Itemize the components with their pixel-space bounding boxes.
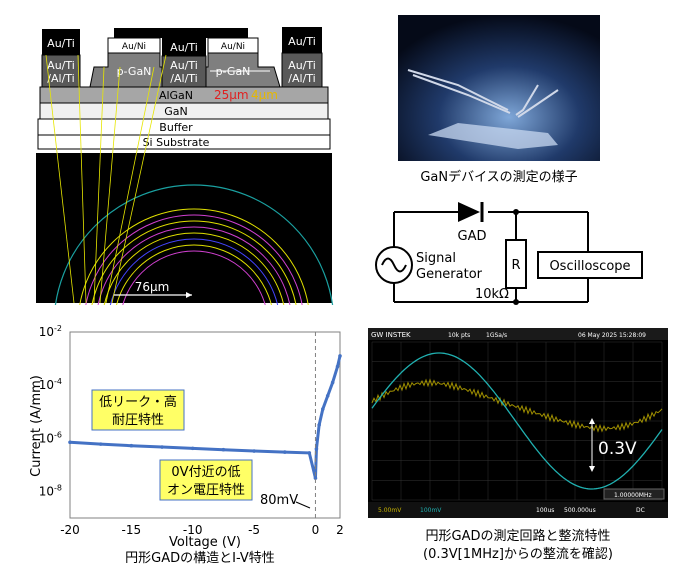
iv-data-point [307, 451, 312, 455]
scope-ch2: 100mV [420, 507, 442, 514]
label-contact-right-top: Au/Ti [288, 35, 316, 48]
scope-trace-ch1 [371, 378, 663, 433]
voltage-label: 0.3V [598, 439, 637, 459]
scope-date: 06 May 2025 15:28:09 [578, 332, 646, 339]
scope-ch1: 5.00mV [378, 507, 402, 514]
dim-25um: 25μm [214, 88, 249, 102]
low-on-text-2: オン電圧特性 [167, 483, 245, 498]
iv-chart: -20 -15 -10 -5 0 2 10-2 10-4 10-6 10-8 Voltage (V… [29, 324, 344, 550]
label-contact-right-1: Au/Ti [288, 59, 316, 72]
iv-caption: 円形GADの構造とI-V特性 [125, 551, 275, 566]
label-contact-left-2: /Al/Ti [47, 72, 74, 85]
contact-right-stack [281, 52, 323, 88]
mv-arrow [295, 501, 311, 509]
resistor-symbol [505, 239, 527, 289]
iv-data-point [68, 440, 72, 445]
dim-4um: 4μm [251, 88, 278, 102]
y-tick-label: 10-6 [39, 430, 62, 445]
iv-data-point [335, 364, 340, 369]
iv-data-point [330, 380, 335, 385]
iv-data-point [317, 423, 321, 427]
label-gate-cap-2: Au/Ni [221, 42, 245, 52]
label-center-3: /Al/Ti [170, 72, 197, 85]
iv-data-point [321, 407, 325, 411]
diode-label: GAD [458, 229, 487, 244]
scope-brand: GW INSTEK [371, 331, 411, 339]
y-tick-label: 10-8 [39, 483, 62, 498]
low-leak-text-2: 耐圧特性 [112, 413, 164, 428]
source-label-1: Signal [416, 251, 456, 266]
scope-caption-1: 円形GADの測定回路と整流特性 [425, 529, 611, 544]
label-contact-left-1: Au/Ti [47, 59, 75, 72]
x-tick-label: -10 [183, 523, 203, 537]
oscilloscope-screen: GW INSTEK 10k pts 1GSa/s 06 May 2025 15:… [368, 328, 668, 518]
contact-left-stack [41, 54, 81, 88]
radius-label: 76μm [135, 280, 170, 294]
scope-caption-2: (0.3V[1MHz]からの整流を確認) [423, 547, 613, 562]
iv-data-point [221, 447, 226, 452]
iv-data-point [160, 445, 164, 449]
label-center-2: Au/Ti [170, 59, 198, 72]
label-contact-left-top: Au/Ti [47, 37, 75, 50]
label-center-1: Au/Ti [170, 41, 198, 54]
iv-data-point [314, 447, 319, 451]
iv-data-point [338, 354, 342, 358]
iv-data-point [98, 442, 103, 446]
scope-pts: 10k pts [448, 332, 470, 339]
y-axis-title: Current (A/mm) [29, 375, 44, 477]
x-tick-label: 0 [312, 523, 320, 537]
mv-annotation: 80mV [260, 493, 298, 508]
center-contact-top [162, 38, 206, 56]
label-gate-cap-1: Au/Ni [122, 42, 146, 52]
x-tick-label: -5 [248, 523, 260, 537]
label-gan: GaN [164, 105, 188, 118]
gate-cap-2 [207, 37, 259, 54]
iv-data-point [190, 446, 195, 451]
label-contact-right-2: /Al/Ti [288, 72, 315, 85]
gate-top-1 [114, 28, 248, 38]
scope-freq: 1.00000MHz [614, 492, 652, 499]
x-tick-label: -20 [60, 523, 80, 537]
contact-left-top [42, 29, 80, 55]
x-tick-label: 2 [336, 523, 344, 537]
scope-timebase: 100us [536, 507, 554, 514]
y-tick-label: 10-4 [39, 377, 62, 392]
low-leak-box [91, 389, 185, 431]
iv-data-point [252, 449, 256, 453]
y-tick-label: 10-2 [39, 324, 62, 339]
iv-data-point [325, 393, 330, 398]
source-label-2: Generator [416, 267, 483, 282]
scope-rate: 1GSa/s [486, 332, 507, 339]
label-algan: AlGaN [159, 89, 193, 102]
contact-right-top [282, 27, 322, 53]
x-tick-label: -15 [122, 523, 142, 537]
diode-symbol [458, 202, 480, 222]
low-on-box [159, 459, 253, 501]
scope-trace-ch2 [371, 352, 663, 490]
measurement-circuit: GAD R 10kΩ Signal Generator Oscilloscope [375, 202, 643, 305]
low-leak-text-1: 低リーク・高 [99, 394, 177, 410]
resistor-label: R [511, 258, 520, 273]
photo-caption: GaNデバイスの測定の様子 [420, 170, 578, 185]
oscilloscope-box [537, 251, 643, 279]
iv-data-point [313, 476, 318, 480]
low-on-text-1: 0V付近の低 [171, 465, 240, 480]
device-cross-section: Au/Ti Au/Ti /Al/Ti Au/Ni p-GaN Au/Ti Au/… [36, 27, 334, 305]
label-substrate: Si Substrate [143, 136, 210, 149]
scope-dc: DC [636, 507, 645, 514]
measurement-photo [398, 15, 600, 161]
scope-offset: 500.000us [564, 507, 596, 514]
iv-data-point [129, 443, 134, 448]
resistor-value: 10kΩ [475, 287, 509, 302]
x-axis-title: Voltage (V) [169, 535, 241, 550]
label-buffer: Buffer [159, 121, 193, 134]
oscilloscope-label: Oscilloscope [549, 259, 630, 274]
label-pgan-1: p-GaN [117, 65, 152, 78]
iv-data-point [282, 450, 287, 454]
